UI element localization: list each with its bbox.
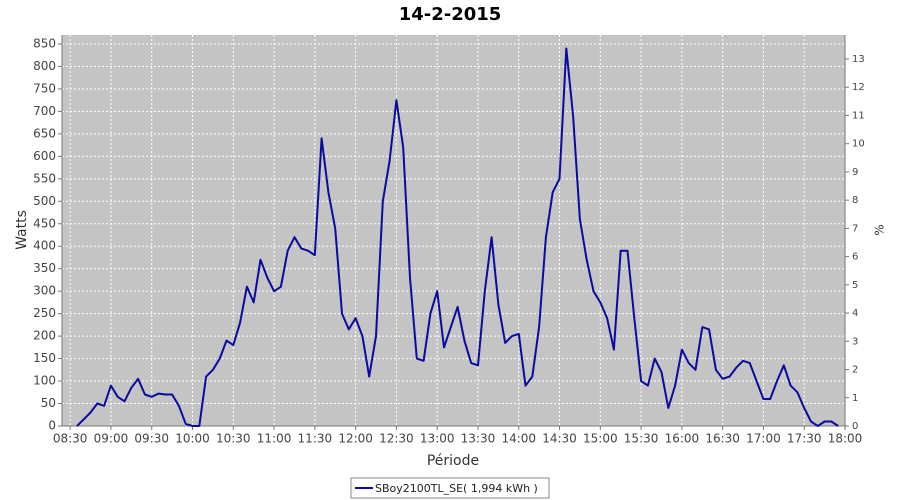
y2-tick-label: 1 (852, 393, 858, 404)
y2-tick-label: 12 (852, 82, 865, 93)
series-line (76, 47, 839, 427)
y-tick-label: 100 (33, 374, 56, 388)
x-tick-label: 17:00 (746, 432, 781, 446)
y-tick-label: 750 (33, 81, 56, 95)
legend (350, 477, 550, 499)
y2-tick-label: 5 (852, 280, 858, 291)
x-tick-label: 10:00 (175, 432, 210, 446)
x-tick-label: 13:00 (420, 432, 455, 446)
x-tick-label: 08:30 (53, 432, 88, 446)
y2-tick-label: 7 (852, 223, 858, 234)
y-tick-label: 800 (33, 59, 56, 73)
y2-tick-label: 8 (852, 195, 858, 206)
x-tick-label: 14:30 (542, 432, 577, 446)
x-tick-label: 16:30 (705, 432, 740, 446)
y-tick-label: 50 (41, 396, 56, 410)
y2-tick-label: 13 (852, 54, 865, 65)
y2-tick-label: 4 (852, 308, 858, 319)
y-tick-label: 650 (33, 126, 56, 140)
x-tick-label: 09:00 (94, 432, 129, 446)
chart-title: 14-2-2015 (399, 4, 502, 25)
x-tick-label: 09:30 (134, 432, 169, 446)
x-tick-label: 11:00 (257, 432, 292, 446)
y-tick-label: 600 (33, 149, 56, 163)
y2-tick-label: 6 (852, 252, 858, 263)
x-tick-label: 15:00 (583, 432, 618, 446)
y2-tick-label: 11 (852, 110, 865, 121)
legend-label: SBoy2100TL_SE( 1,994 kWh ) (375, 482, 538, 495)
x-axis-label: Période (427, 453, 479, 469)
y-tick-label: 850 (33, 36, 56, 50)
y-tick-label: 450 (33, 216, 56, 230)
x-tick-label: 13:30 (461, 432, 496, 446)
y-tick-label: 0 (48, 419, 56, 433)
y-axis-label: Watts (14, 210, 30, 250)
y2-tick-label: 0 (852, 421, 858, 432)
y-tick-label: 350 (33, 261, 56, 275)
x-tick-label: 18:00 (828, 432, 863, 446)
x-tick-label: 11:30 (298, 432, 333, 446)
y-tick-label: 500 (33, 194, 56, 208)
x-tick-label: 15:30 (624, 432, 659, 446)
y2-tick-label: 2 (852, 365, 858, 376)
y2-tick-label: 10 (852, 139, 865, 150)
y-tick-label: 200 (33, 329, 56, 343)
y2-axis-label: % (873, 224, 887, 235)
x-tick-label: 12:00 (338, 432, 373, 446)
y-tick-label: 400 (33, 239, 56, 253)
x-tick-label: 16:00 (665, 432, 700, 446)
x-tick-label: 12:30 (379, 432, 414, 446)
y-tick-label: 150 (33, 351, 56, 365)
x-tick-label: 14:00 (501, 432, 536, 446)
plot-area (62, 35, 845, 426)
x-tick-label: 10:30 (216, 432, 251, 446)
y-tick-label: 700 (33, 104, 56, 118)
y-tick-label: 250 (33, 306, 56, 320)
y2-tick-label: 9 (852, 167, 858, 178)
y2-tick-label: 3 (852, 336, 858, 347)
y-tick-label: 300 (33, 284, 56, 298)
x-tick-label: 17:30 (787, 432, 822, 446)
y-tick-label: 550 (33, 171, 56, 185)
